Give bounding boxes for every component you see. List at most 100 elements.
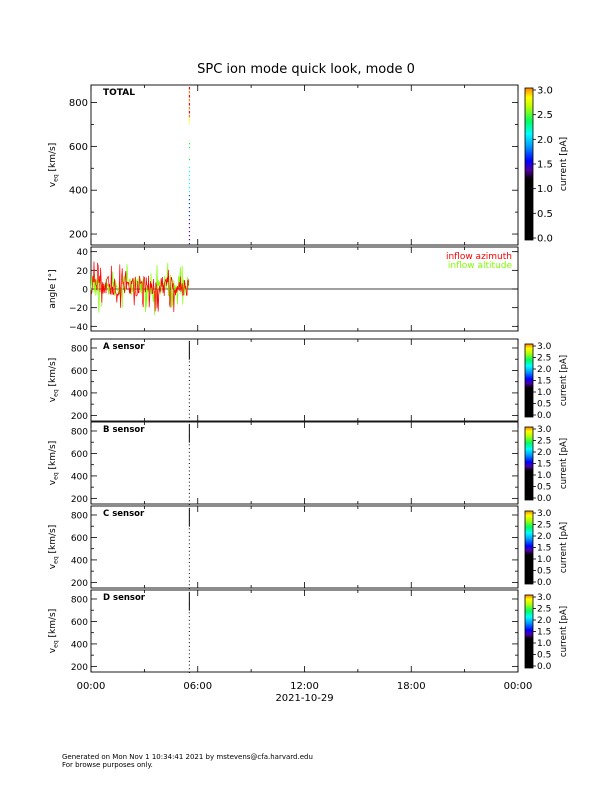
heatmap-column	[188, 444, 190, 446]
heatmap-column	[188, 524, 190, 527]
y-tick-label: 800	[71, 511, 88, 521]
x-tick-label: 00:00	[77, 681, 106, 692]
colorbar-tick-label: 2.0	[537, 448, 552, 458]
heatmap-column	[188, 645, 190, 647]
heatmap-column	[188, 361, 190, 363]
colorbar	[524, 594, 534, 669]
heatmap-column	[188, 595, 190, 598]
y-axis-label: veq [km/s]	[48, 358, 60, 402]
y-tick-label: 600	[69, 142, 88, 153]
colorbar-tick-label: 1.5	[537, 460, 551, 470]
heatmap-column	[188, 580, 190, 582]
colorbar-label: current [pA]	[559, 355, 569, 406]
heatmap-column	[188, 528, 190, 530]
heatmap-column	[188, 207, 191, 209]
heatmap-column	[188, 668, 190, 670]
heatmap-column	[188, 409, 190, 411]
heatmap-column	[188, 183, 191, 185]
heatmap-column	[188, 672, 190, 673]
heatmap-column	[188, 433, 190, 436]
colorbar-tick-label: 1.0	[537, 555, 552, 565]
heatmap-column	[188, 91, 191, 94]
heatmap-column	[188, 380, 190, 381]
heatmap-column	[188, 348, 190, 351]
heatmap-column	[188, 436, 190, 439]
heatmap-column	[188, 223, 191, 225]
heatmap-column	[188, 616, 190, 618]
y-tick-label: 200	[71, 663, 88, 673]
heatmap-column	[188, 601, 190, 604]
heatmap-column	[188, 623, 190, 625]
heatmap-column	[188, 159, 191, 161]
heatmap-column	[188, 147, 191, 149]
y-axis-label: veq [km/s]	[48, 525, 60, 569]
heatmap-column	[188, 608, 190, 611]
heatmap-column	[188, 383, 190, 385]
heatmap-column	[188, 352, 190, 355]
heatmap-column	[188, 485, 190, 487]
heatmap-column	[188, 593, 190, 596]
colorbar	[524, 343, 534, 418]
heatmap-column	[188, 470, 190, 472]
heatmap-column	[188, 203, 191, 205]
x-tick-label: 12:00	[290, 681, 319, 692]
heatmap-column	[188, 350, 190, 353]
heatmap-column	[188, 448, 190, 450]
x-tick-label: 00:00	[504, 681, 533, 692]
heatmap-column	[188, 627, 190, 629]
heatmap-column	[188, 664, 190, 666]
heatmap-column	[188, 435, 190, 438]
colorbar	[524, 510, 534, 585]
heatmap-column	[188, 451, 190, 453]
heatmap-column	[188, 569, 190, 571]
colorbar-tick-label: 0.5	[537, 400, 551, 410]
heatmap-column	[188, 466, 190, 468]
colorbar-tick-label: 3.0	[537, 425, 552, 435]
heatmap-column	[188, 604, 190, 607]
colorbar-tick-label: 2.5	[537, 605, 551, 615]
heatmap-column	[188, 576, 190, 578]
y-tick-label: 800	[69, 98, 88, 109]
heatmap-column	[188, 638, 190, 640]
heatmap-column	[188, 95, 191, 98]
heatmap-column	[188, 455, 190, 457]
heatmap-column	[188, 211, 191, 213]
legend-inflow-azimuth: inflow azimuth	[446, 252, 512, 262]
heatmap-column	[188, 597, 190, 600]
y-tick-label: 400	[71, 556, 88, 566]
heatmap-column	[188, 631, 190, 632]
heatmap-column	[188, 191, 191, 193]
heatmap-column	[188, 143, 191, 145]
colorbar-tick-label: 0.5	[537, 651, 551, 661]
heatmap-column	[188, 438, 190, 441]
heatmap-column	[188, 519, 190, 522]
colorbar-tick-label: 0.5	[537, 483, 551, 493]
y-axis-label: veq [km/s]	[48, 609, 60, 653]
y-tick-label: 800	[71, 344, 88, 354]
heatmap-column	[188, 406, 190, 408]
heatmap-column	[188, 431, 190, 434]
heatmap-column	[188, 215, 191, 217]
heatmap-column	[188, 425, 190, 428]
colorbar-tick-label: 2.5	[537, 354, 551, 364]
colorbar-tick-label: 2.5	[537, 521, 551, 531]
y-axis-label: veq [km/s]	[48, 143, 60, 187]
heatmap-column	[188, 353, 190, 356]
heatmap-column	[188, 481, 190, 483]
colorbar-tick-label: 2.5	[537, 110, 553, 121]
panel-frame	[90, 589, 519, 673]
panel-label: B sensor	[103, 425, 145, 435]
colorbar-tick-label: 3.0	[537, 342, 552, 352]
heatmap-column	[188, 554, 190, 556]
y-tick-label: 400	[71, 389, 88, 399]
heatmap-column	[188, 199, 191, 201]
heatmap-column	[188, 179, 191, 181]
colorbar-tick-label: 3.0	[537, 509, 552, 519]
heatmap-column	[188, 515, 190, 518]
heatmap-column	[188, 119, 191, 122]
colorbar-tick-label: 1.5	[537, 377, 551, 387]
heatmap-column	[188, 539, 190, 541]
colorbar-tick-label: 0.0	[537, 578, 552, 588]
y-tick-label: −40	[69, 323, 88, 333]
heatmap-column	[188, 463, 190, 464]
